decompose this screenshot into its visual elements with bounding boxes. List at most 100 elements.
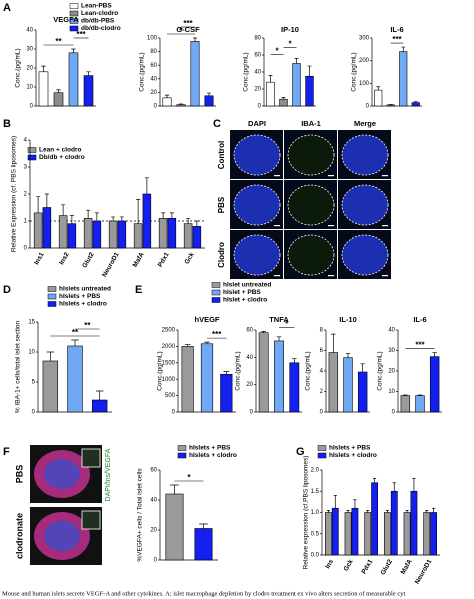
legend-label: hIslet untreated <box>223 282 271 289</box>
y-tick-label: 40 <box>254 70 261 76</box>
significance-label: ** <box>55 37 62 46</box>
bar <box>53 92 64 107</box>
significance-label: *** <box>76 30 86 39</box>
error-bar <box>268 75 273 83</box>
column-label: Merge <box>354 119 376 128</box>
subplot-title: IL-6 <box>413 315 426 324</box>
bar <box>374 89 383 107</box>
bar <box>38 71 49 107</box>
legend-label: hIslet + PBS <box>223 289 261 296</box>
y-axis-label: Conc.(pg/mL) <box>305 351 312 390</box>
x-tick-label: Ins <box>324 558 335 570</box>
islet <box>233 134 281 176</box>
bar <box>204 95 214 107</box>
bar <box>400 395 411 413</box>
error-bar <box>192 37 198 42</box>
y-tick-label: 60 <box>150 468 157 474</box>
bar <box>133 223 143 249</box>
error-bar <box>86 71 91 76</box>
error-bar <box>204 341 210 344</box>
bar <box>274 340 284 413</box>
y-tick-label: 0 <box>154 104 158 110</box>
y-tick-label: 20 <box>246 382 253 388</box>
legend-swatch <box>69 10 79 17</box>
panel-letter: F <box>3 446 10 458</box>
error-bar <box>119 216 124 221</box>
y-axis-label: Relative expression (cf.PBS liposomes) <box>303 456 310 570</box>
error-bar <box>199 523 208 529</box>
bar <box>292 63 301 107</box>
panel-letter: B <box>3 118 11 130</box>
y-tick-label: 60 <box>254 53 261 59</box>
error-bar <box>86 209 91 219</box>
y-axis-label: Conc.(pg/mL) <box>157 351 164 390</box>
significance-label: * <box>288 40 292 49</box>
significance-label: ** <box>84 321 91 330</box>
legend-label: db/db-clodro <box>81 25 121 32</box>
bar <box>351 507 359 556</box>
y-tick-label: 1.0 <box>311 510 320 516</box>
islet <box>287 184 335 226</box>
error-bar <box>71 48 76 53</box>
legend-label: hIslets + PBS <box>59 293 101 300</box>
y-axis-label: Conc.(pg/mL) <box>351 52 358 91</box>
error-bar <box>392 482 396 492</box>
scale-bar <box>274 275 280 277</box>
bar <box>67 223 77 249</box>
bar <box>410 490 418 556</box>
scale-bar <box>382 225 388 227</box>
bar <box>364 512 372 556</box>
legend-label: hIslets untreated <box>59 286 111 293</box>
error-bar <box>261 331 266 333</box>
legend-label: Lean-PBS <box>81 3 112 10</box>
error-bar <box>412 478 416 492</box>
y-tick-label: 100 <box>147 36 158 42</box>
islet <box>233 184 281 226</box>
scale-bar <box>328 225 334 227</box>
error-bar <box>194 220 199 227</box>
legend-swatch <box>47 286 57 292</box>
y-tick-label: 0 <box>320 410 324 416</box>
legend-swatch <box>211 289 221 296</box>
y-tick-label: 15 <box>28 320 35 326</box>
y-tick-label: 20 <box>150 90 157 96</box>
subplot-title: IL-6 <box>390 25 403 34</box>
bar <box>423 512 431 556</box>
y-tick-label: 60 <box>150 63 157 69</box>
bar <box>324 512 332 556</box>
significance-label: * <box>275 47 279 56</box>
legend-swatch <box>27 154 37 161</box>
scale-bar <box>328 175 334 177</box>
bar <box>91 399 108 413</box>
error-bar <box>281 97 286 100</box>
legend-swatch <box>69 25 79 32</box>
bar <box>165 493 184 561</box>
row-label: PBS <box>217 196 226 213</box>
y-tick-label: 2000 <box>162 344 176 350</box>
scale-bar <box>328 275 334 277</box>
y-axis-label: Conc.(pg/mL) <box>377 351 384 390</box>
error-bar <box>161 212 166 219</box>
error-bar <box>403 394 408 396</box>
bar <box>357 371 368 413</box>
bar <box>192 226 202 249</box>
error-bar <box>385 510 389 513</box>
scale-bar <box>274 225 280 227</box>
significance-label: *** <box>392 35 402 44</box>
error-bar <box>41 65 46 72</box>
y-axis-label: Relative Expression (cf. PBS liposomes) <box>11 136 18 252</box>
bar <box>220 373 233 413</box>
bar <box>430 512 438 556</box>
error-bar <box>366 510 370 513</box>
y-tick-label: 10 <box>388 389 395 395</box>
y-tick-label: 80 <box>150 49 157 55</box>
legend-label: Lean-clodro <box>81 10 118 17</box>
error-bar <box>46 351 55 361</box>
legend-swatch <box>47 293 57 300</box>
bar <box>83 218 93 249</box>
legend-label: hIslets + clodro <box>329 452 377 459</box>
scale-bar <box>382 275 388 277</box>
y-tick-label: 20 <box>150 528 157 534</box>
error-bar <box>276 336 282 341</box>
